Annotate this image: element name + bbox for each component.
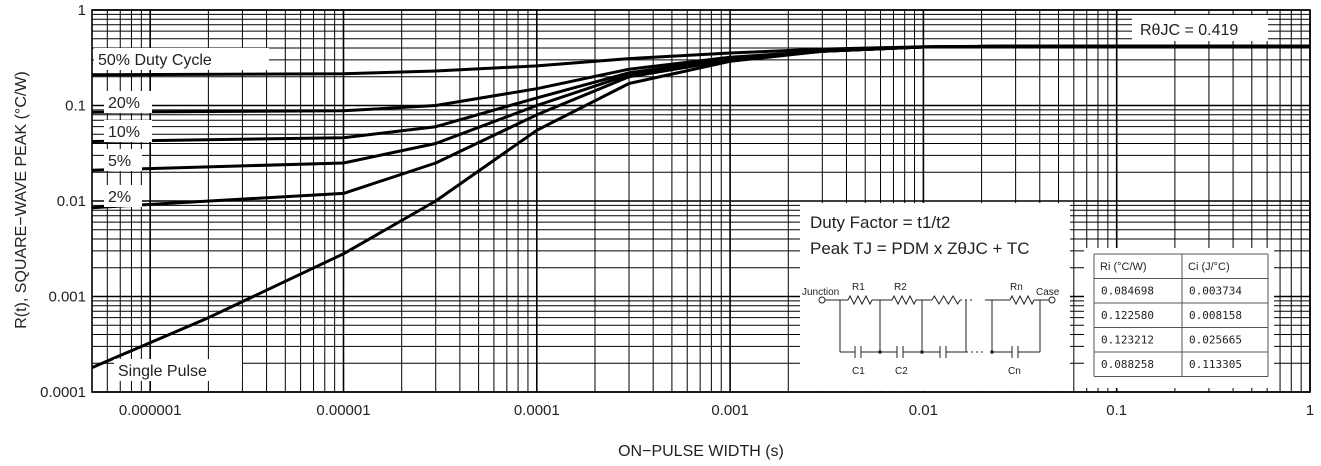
series-label: 2%: [108, 189, 131, 206]
y-axis-label: R(t), SQUARE−WAVE PEAK (°C/W): [13, 71, 30, 329]
junction-dot: [990, 350, 994, 354]
resistor-symbol: [847, 294, 873, 306]
capacitor-label: C1: [852, 366, 865, 377]
x-tick-label: 0.0001: [514, 402, 560, 419]
series-label-bg: [114, 359, 242, 381]
y-tick-label: 0.001: [48, 289, 86, 306]
peak-tj-text: Peak TJ = PDM x ZθJC + TC: [810, 239, 1030, 258]
capacitor-label: Cn: [1008, 366, 1021, 377]
case-label: Case: [1036, 287, 1060, 298]
table-cell: 0.025665: [1189, 334, 1242, 347]
series-label: Single Pulse: [118, 363, 207, 380]
series-label-bg: [104, 91, 152, 113]
duty-factor-text: Duty Factor = t1/t2: [810, 213, 950, 232]
y-tick-label: 0.0001: [40, 384, 86, 401]
series-label-bg: [94, 48, 269, 70]
x-tick-label: 0.000001: [119, 402, 182, 419]
rc-network: Junction Case R1 R2 Rn C1 C2 Cn: [802, 282, 1060, 377]
resistor-symbol: [891, 294, 917, 306]
y-tick-label: 0.1: [65, 98, 86, 115]
table-cell: 0.088258: [1101, 358, 1154, 371]
resistor-label: R2: [894, 282, 907, 293]
tick-labels: 0.000001 0.00001 0.0001 0.001 0.01 0.1 1 0.0001…: [40, 2, 1314, 419]
table-cell: 0.003734: [1189, 285, 1242, 298]
series-line-single-pulse: [91, 44, 1310, 369]
series-label-bg: [104, 120, 152, 142]
x-tick-label: 0.001: [711, 402, 749, 419]
case-terminal: [1048, 296, 1056, 304]
rc-table: Ri (°C/W) Ci (J/°C) 0.084698 0.003734 0.1225…: [1084, 248, 1274, 388]
junction-dot: [878, 350, 882, 354]
x-tick-label: 0.01: [909, 402, 938, 419]
series-labels: 50% Duty Cycle 20% 10% 5% 2% Single Pulse: [94, 48, 269, 381]
junction-dot: [920, 350, 924, 354]
x-tick-label: 0.1: [1106, 402, 1127, 419]
resistor-label: R1: [852, 282, 865, 293]
series-label-bg: [104, 149, 142, 171]
table-cell: 0.008158: [1189, 309, 1242, 322]
series-label: 20%: [108, 95, 140, 112]
table-header: Ci (J/°C): [1188, 261, 1230, 273]
y-tick-label: 1: [78, 2, 86, 19]
y-tick-label: 0.01: [57, 193, 86, 210]
junction-terminal: [818, 296, 826, 304]
series-label: 10%: [108, 124, 140, 141]
x-tick-label: 1: [1306, 402, 1314, 419]
junction-label: Junction: [802, 287, 839, 298]
series-label: 5%: [108, 153, 131, 170]
curves: [91, 44, 1310, 369]
rthjc-label: RθJC = 0.419: [1140, 22, 1238, 39]
series-label: 50% Duty Cycle: [98, 52, 212, 69]
table-cell: 0.123212: [1101, 334, 1154, 347]
duty-inset: Duty Factor = t1/t2 Peak TJ = PDM x ZθJC…: [800, 203, 1070, 391]
resistor-symbol: [1009, 294, 1035, 306]
series-label-bg: [104, 185, 142, 207]
capacitor-label: C2: [895, 366, 908, 377]
table-cell: 0.122580: [1101, 309, 1154, 322]
resistor-label: Rn: [1010, 282, 1023, 293]
table-header: Ri (°C/W): [1100, 261, 1147, 273]
table-cell: 0.084698: [1101, 285, 1154, 298]
rthjc-annotation: RθJC = 0.419: [1132, 15, 1268, 41]
plot-frame: [91, 9, 1311, 393]
table-cell: 0.113305: [1189, 358, 1242, 371]
x-axis-label: ON−PULSE WIDTH (s): [618, 443, 784, 460]
x-tick-label: 0.00001: [316, 402, 370, 419]
resistor-symbol: [931, 295, 961, 305]
table-bg: [1084, 248, 1274, 388]
